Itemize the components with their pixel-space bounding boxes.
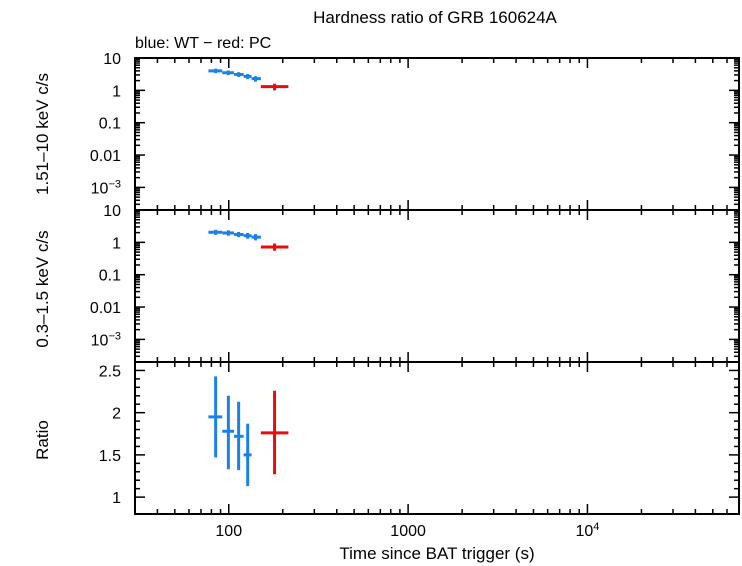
y-tick-label: 2: [112, 406, 121, 423]
y-tick-label: 0.1: [99, 268, 121, 285]
series-PC: [260, 390, 289, 475]
y-tick-label: 1: [112, 490, 121, 507]
data-point: [243, 423, 252, 487]
data-point: [234, 72, 244, 77]
y-tick-label: 10: [103, 203, 121, 220]
y-tick-label: 1: [112, 235, 121, 252]
panel-frame: [134, 57, 740, 211]
panel-hard: 10 1 0.1 0.01 10−3 1.51–10 keV c/s: [33, 51, 740, 211]
data-point: [222, 70, 235, 76]
y-tick-label: 0.01: [90, 148, 121, 165]
y-tick-label: 0.1: [99, 116, 121, 133]
data-point: [260, 83, 289, 91]
y-tick-label: 0.01: [90, 300, 121, 317]
x-tick-label: 104: [575, 521, 599, 540]
series-WT: [208, 229, 261, 241]
y-axis-label: Ratio: [33, 420, 52, 460]
data-point: [260, 390, 289, 475]
y-tick-label: 10: [103, 51, 121, 68]
panel-frame: [134, 361, 740, 515]
x-axis-label: Time since BAT trigger (s): [339, 544, 534, 563]
data-point: [234, 231, 244, 238]
panel-ratio: 1 1.5 2 2.5 Ratio: [33, 361, 740, 515]
x-tick-label: 100: [215, 523, 242, 540]
chart-title: Hardness ratio of GRB 160624A: [313, 8, 557, 27]
data-point: [234, 401, 244, 471]
y-tick-label: 10−3: [91, 178, 121, 197]
data-point: [260, 243, 289, 251]
series-WT: [208, 376, 252, 487]
x-tick-label: 1000: [390, 523, 426, 540]
data-point: [243, 232, 252, 239]
panel-soft: 10 1 0.1 0.01 10−3 0.3–1.5 keV c/s: [33, 203, 740, 363]
data-point: [251, 234, 261, 241]
series-PC: [260, 83, 289, 91]
y-axis-label: 1.51–10 keV c/s: [33, 73, 52, 195]
data-point: [208, 376, 223, 458]
y-tick-label: 10−3: [91, 330, 121, 349]
y-axis-label: 0.3–1.5 keV c/s: [33, 230, 52, 347]
chart-subtitle: blue: WT − red: PC: [135, 35, 271, 52]
y-tick-label: 1.5: [99, 448, 121, 465]
series-PC: [260, 243, 289, 251]
data-point: [251, 76, 261, 82]
data-point: [222, 395, 235, 470]
data-point: [222, 230, 235, 236]
series-WT: [208, 68, 261, 82]
y-tick-label: 2.5: [99, 363, 121, 380]
data-point: [243, 74, 252, 79]
data-point: [208, 68, 223, 74]
data-point: [208, 229, 223, 235]
y-tick-label: 1: [112, 83, 121, 100]
